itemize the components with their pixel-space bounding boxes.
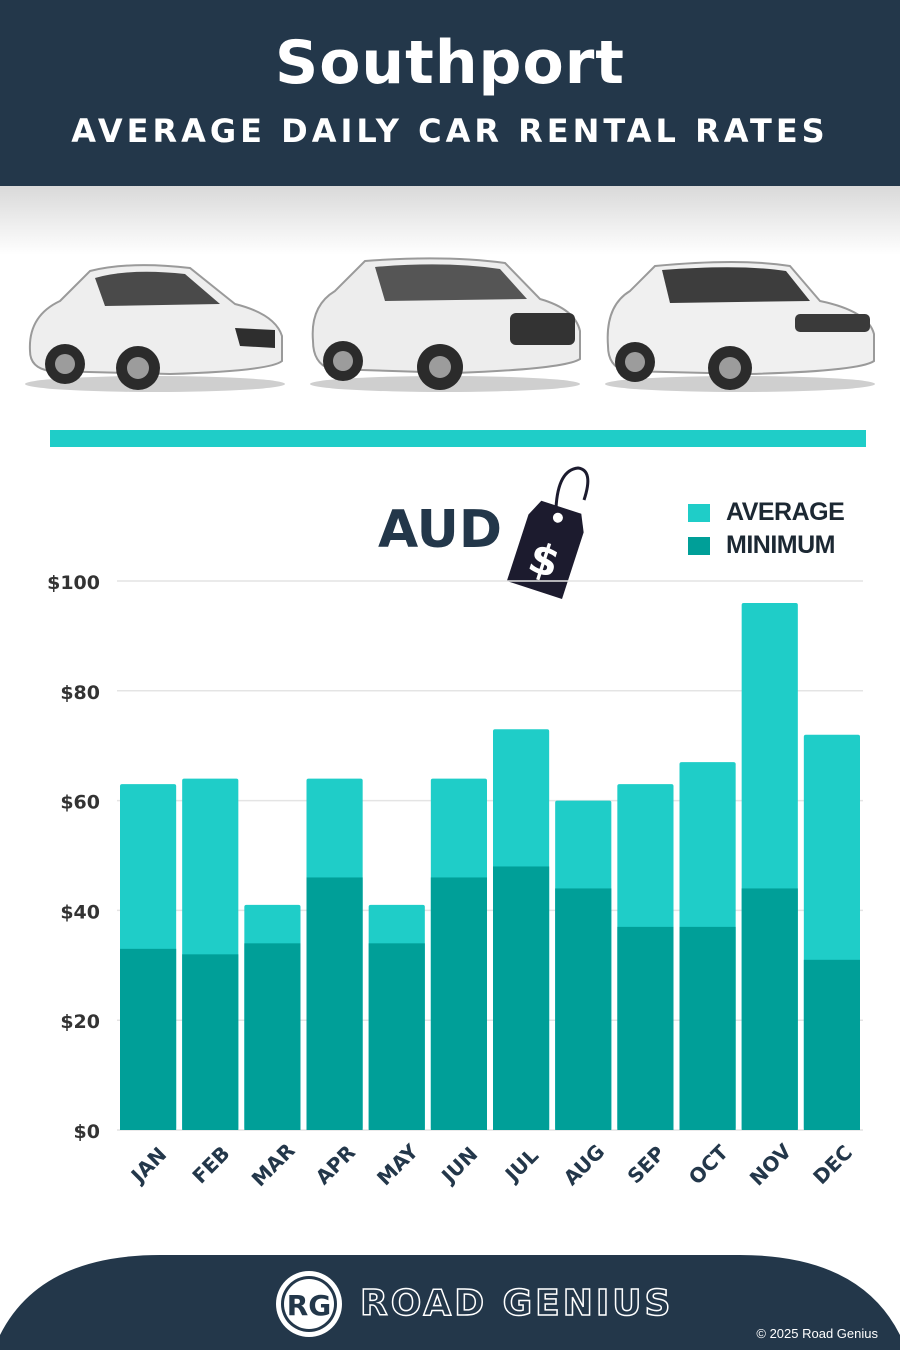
footer-banner <box>0 1255 900 1350</box>
bar-minimum-jan <box>120 948 177 1130</box>
luxury-suv-icon <box>605 261 875 392</box>
x-tick-label: MAR <box>247 1138 300 1191</box>
x-tick-label: SEP <box>623 1141 670 1188</box>
y-tick-label: $40 <box>60 901 100 923</box>
page-subtitle: AVERAGE DAILY CAR RENTAL RATES <box>71 112 829 150</box>
logo-text: RG <box>287 1289 332 1322</box>
y-tick-label: $20 <box>60 1011 100 1033</box>
bar-minimum-feb <box>182 954 239 1130</box>
bar-minimum-may <box>368 943 425 1130</box>
y-tick-label: $0 <box>74 1121 100 1143</box>
x-tick-label: NOV <box>745 1139 797 1191</box>
rental-rates-bar-chart: $0 $20 $40 $60 $80 $100 JAN FEB MAR APR MAY JUN JUL A… <box>47 572 863 1191</box>
page-title: Southport <box>275 28 625 98</box>
x-tick-label: FEB <box>187 1141 234 1188</box>
bar-minimum-jun <box>430 877 487 1130</box>
y-tick-label: $100 <box>47 572 100 594</box>
legend-label-average: AVERAGE <box>726 498 845 526</box>
copyright-text: © 2025 Road Genius <box>756 1326 878 1341</box>
legend-swatch-minimum <box>688 536 710 555</box>
legend-swatch-average <box>688 503 710 522</box>
bar-minimum-nov <box>741 888 798 1130</box>
bar-minimum-sep <box>617 926 674 1130</box>
section-divider <box>50 430 866 447</box>
currency-label: AUD <box>378 500 503 560</box>
y-tick-label: $60 <box>60 792 100 814</box>
x-tick-label: AUG <box>559 1139 610 1190</box>
x-tick-label: DEC <box>808 1140 857 1189</box>
suv-car-icon <box>310 257 581 392</box>
brand-name: ROAD GENIUS <box>359 1282 674 1325</box>
car-illustrations <box>0 186 900 416</box>
legend-label-minimum: MINIMUM <box>726 531 835 559</box>
y-tick-label: $80 <box>60 682 100 704</box>
bar-minimum-jul <box>493 866 550 1130</box>
bar-minimum-dec <box>803 959 860 1130</box>
x-tick-label: MAY <box>372 1139 423 1190</box>
bar-minimum-oct <box>679 926 736 1130</box>
legend-item-minimum: MINIMUM <box>688 529 844 562</box>
hatchback-car-icon <box>25 264 285 392</box>
x-tick-label: JUL <box>499 1143 543 1187</box>
dollar-price-tag-icon: $ <box>506 466 590 599</box>
bar-minimum-apr <box>306 877 363 1130</box>
x-tick-label: JUN <box>435 1142 482 1189</box>
x-tick-label: JAN <box>125 1142 171 1188</box>
x-tick-label: OCT <box>684 1140 733 1189</box>
chart-legend: AVERAGE MINIMUM <box>688 496 845 562</box>
legend-item-average: AVERAGE <box>688 496 845 529</box>
road-genius-logo-icon: RG <box>276 1271 342 1337</box>
bar-minimum-aug <box>555 888 612 1130</box>
header-banner: Southport AVERAGE DAILY CAR RENTAL RATES <box>0 0 900 186</box>
bar-minimum-mar <box>244 943 301 1130</box>
x-tick-label: APR <box>311 1140 360 1189</box>
